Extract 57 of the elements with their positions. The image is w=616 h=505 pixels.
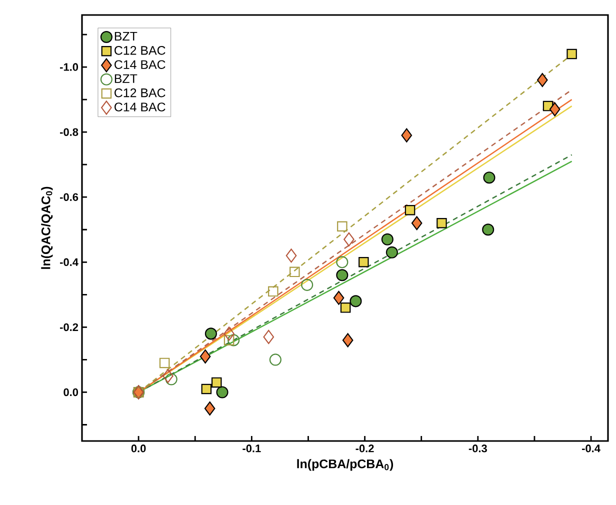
- point: [269, 354, 282, 366]
- y-tick-label: -0.8: [60, 128, 78, 136]
- y-tick-label: -1.0: [60, 63, 78, 71]
- legend-label: C12 BAC: [114, 88, 166, 98]
- point: [159, 358, 170, 368]
- point: [483, 172, 496, 184]
- legend-label: C14 BAC: [114, 60, 166, 70]
- point: [216, 386, 228, 398]
- point: [381, 233, 394, 246]
- y-tick-label: -0.6: [60, 193, 78, 201]
- legend-label: C14 BAC: [114, 102, 166, 112]
- point: [165, 373, 178, 386]
- point: [482, 224, 494, 236]
- x-tick-label: -0.4: [582, 444, 600, 452]
- point: [350, 295, 362, 308]
- point: [401, 128, 412, 142]
- y-tick-label: -0.2: [60, 323, 78, 332]
- point: [436, 218, 447, 228]
- point: [204, 401, 216, 416]
- point: [201, 384, 212, 394]
- legend-label: C12 BAC: [114, 46, 166, 55]
- point: [162, 368, 174, 383]
- y-tick-label: 0.0: [64, 388, 78, 396]
- point: [333, 290, 344, 305]
- point: [224, 335, 234, 346]
- x-tick-label: -0.3: [468, 444, 487, 452]
- legend-label: BZT: [114, 74, 138, 83]
- point: [224, 326, 234, 341]
- point: [301, 278, 314, 291]
- point: [344, 232, 354, 246]
- point: [411, 216, 422, 230]
- point: [342, 333, 354, 348]
- point: [268, 286, 278, 297]
- point: [336, 256, 348, 268]
- y-axis-title: ln(QAC/QAC$_{0}$): [41, 186, 53, 269]
- y-tick-label: -0.4: [60, 258, 78, 266]
- x-tick-label: -0.1: [242, 444, 261, 452]
- point: [200, 349, 211, 364]
- point: [404, 204, 416, 216]
- point: [228, 334, 240, 346]
- point: [536, 73, 548, 88]
- legend-label: BZT: [114, 32, 138, 41]
- x-axis-title: ln(pCBA/pCBA$_{0}$): [297, 459, 394, 471]
- point: [386, 246, 398, 258]
- point: [340, 302, 351, 313]
- point: [211, 377, 222, 388]
- point: [337, 221, 348, 232]
- point: [358, 257, 369, 268]
- point: [204, 328, 217, 340]
- point: [549, 102, 560, 116]
- point: [336, 269, 348, 282]
- point: [286, 248, 297, 263]
- point: [290, 266, 300, 278]
- point: [566, 48, 577, 60]
- x-tick-label: 0.0: [131, 444, 146, 452]
- point: [263, 330, 274, 344]
- x-tick-label: -0.2: [356, 444, 374, 452]
